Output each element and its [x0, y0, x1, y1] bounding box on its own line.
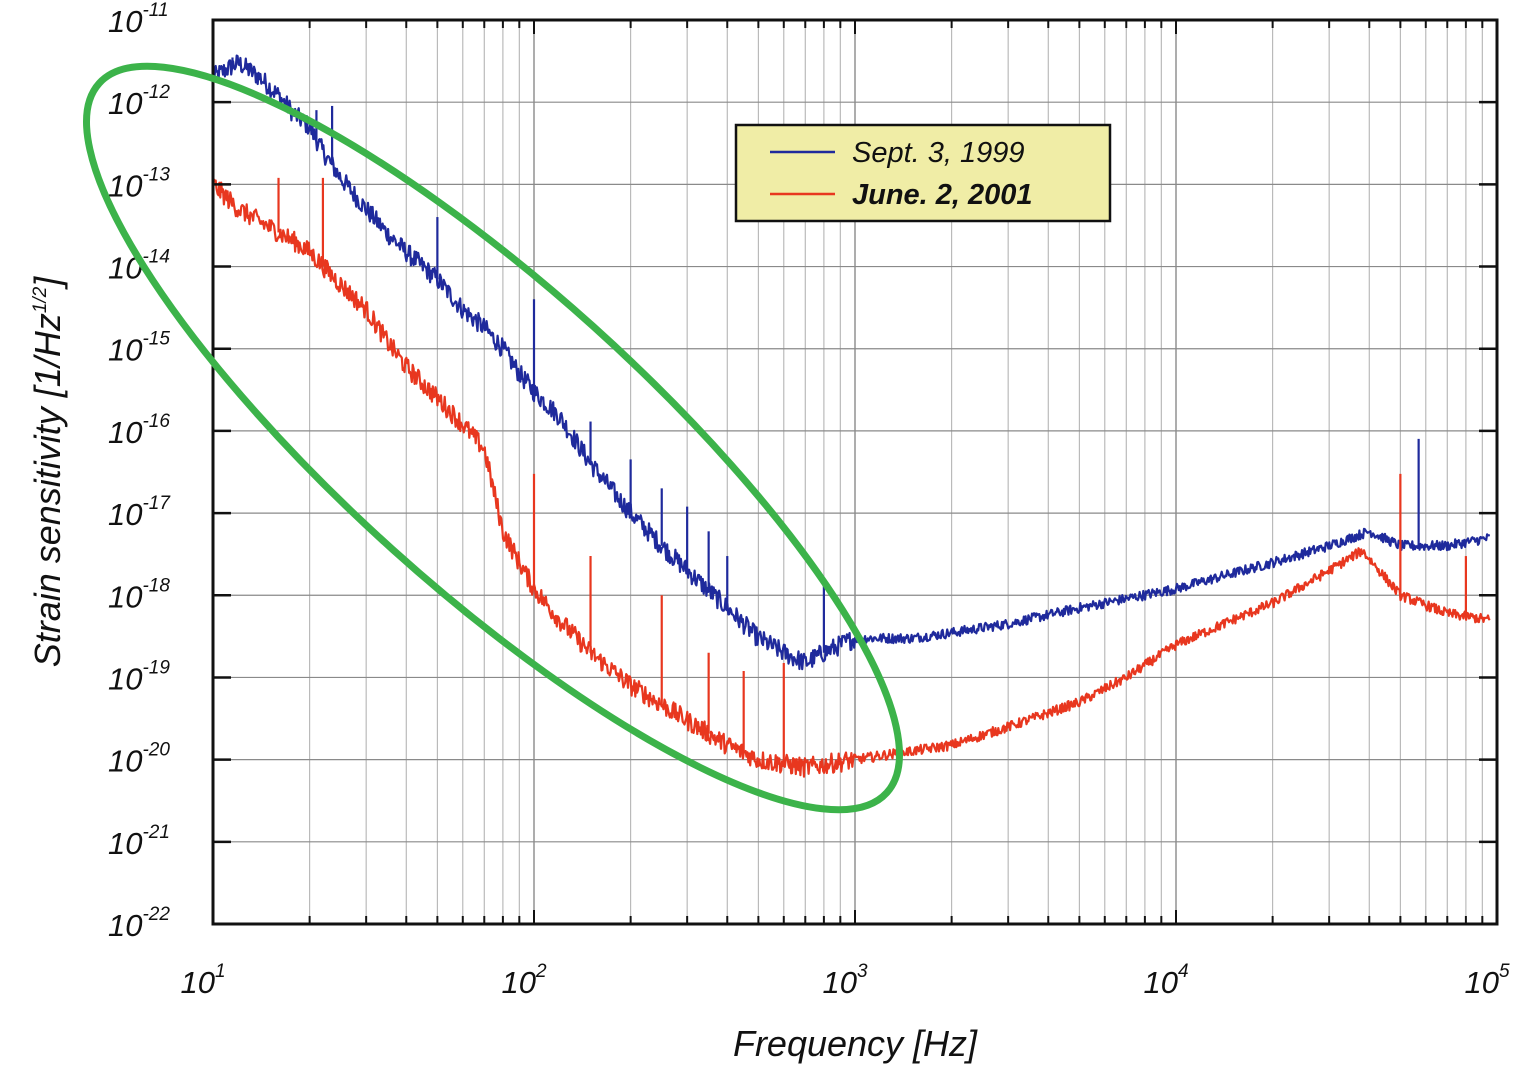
y-tick-label: 10-22 [108, 904, 170, 943]
y-tick-exponent: -18 [142, 575, 170, 596]
x-tick-base: 10 [1464, 965, 1498, 1000]
series-line-0 [211, 54, 1491, 671]
x-tick-label: 104 [1143, 961, 1188, 1000]
y-tick-exponent: -14 [142, 247, 169, 268]
x-tick-exponent: 3 [857, 961, 868, 982]
x-tick-base: 10 [822, 965, 856, 1000]
y-tick-base: 10 [108, 579, 142, 614]
y-tick-label: 10-16 [108, 411, 170, 450]
y-axis-title-superscript: 1/2 [30, 286, 51, 313]
x-axis-title: Frequency [Hz] [733, 1023, 978, 1064]
x-tick-exponent: 1 [215, 961, 226, 982]
y-tick-label: 10-20 [108, 740, 170, 779]
x-tick-labels: 101 102 103 104 105 [180, 961, 1509, 1000]
y-tick-base: 10 [108, 661, 142, 696]
series-layer [211, 54, 1491, 778]
y-tick-exponent: -17 [142, 493, 171, 514]
y-tick-exponent: -15 [142, 329, 170, 350]
x-tick-exponent: 5 [1499, 961, 1510, 982]
x-tick-label: 105 [1464, 961, 1509, 1000]
y-tick-base: 10 [108, 826, 142, 861]
y-tick-exponent: -20 [142, 740, 170, 761]
y-axis-title-main: Strain sensitivity [1/Hz [27, 313, 68, 667]
y-tick-base: 10 [108, 4, 142, 39]
legend-label-sept-1999: Sept. 3, 1999 [852, 137, 1025, 169]
grid-lines [212, 19, 1497, 925]
tick-marks [212, 18, 1497, 926]
y-tick-label: 10-18 [108, 575, 170, 614]
x-tick-label: 103 [822, 961, 867, 1000]
y-tick-base: 10 [108, 86, 142, 121]
y-axis-title-end: ] [27, 276, 68, 290]
y-tick-label: 10-17 [108, 493, 171, 532]
y-tick-labels: 10-1110-1210-1310-1410-1510-1610-1710-18… [108, 0, 171, 943]
y-tick-label: 10-19 [108, 657, 170, 696]
y-tick-label: 10-11 [108, 0, 169, 39]
x-tick-exponent: 4 [1178, 961, 1189, 982]
y-tick-exponent: -22 [142, 904, 170, 925]
y-tick-label: 10-13 [108, 164, 170, 203]
series-line-1 [211, 178, 1491, 778]
y-tick-base: 10 [108, 908, 142, 943]
x-tick-base: 10 [1143, 965, 1177, 1000]
y-tick-base: 10 [108, 744, 142, 779]
annotation-ellipse [83, 62, 903, 814]
legend-box [734, 123, 1112, 223]
y-tick-exponent: -21 [142, 822, 169, 843]
x-tick-base: 10 [180, 965, 214, 1000]
y-tick-exponent: -12 [142, 82, 170, 103]
y-tick-exponent: -16 [142, 411, 170, 432]
y-tick-exponent: -13 [142, 164, 170, 185]
x-tick-label: 101 [180, 961, 225, 1000]
y-tick-base: 10 [108, 415, 142, 450]
y-tick-base: 10 [108, 497, 142, 532]
y-tick-exponent: -11 [142, 0, 168, 21]
y-tick-label: 10-12 [108, 82, 170, 121]
y-tick-base: 10 [108, 168, 142, 203]
x-tick-exponent: 2 [535, 961, 547, 982]
legend: Sept. 3, 1999 June. 2, 2001 [734, 123, 1112, 223]
y-tick-label: 10-15 [108, 329, 170, 368]
x-tick-base: 10 [501, 965, 535, 1000]
x-tick-label: 102 [501, 961, 546, 1000]
y-tick-exponent: -19 [142, 657, 170, 678]
y-tick-base: 10 [108, 333, 142, 368]
y-axis-title: Strain sensitivity [1/Hz1/2] [27, 276, 68, 668]
legend-label-june-2001: June. 2, 2001 [852, 179, 1033, 211]
y-tick-label: 10-21 [108, 822, 170, 861]
